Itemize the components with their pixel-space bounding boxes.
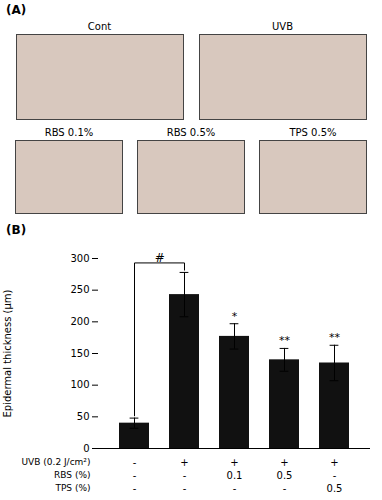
svg-text:-: - <box>133 483 137 494</box>
svg-text:+: + <box>180 457 188 468</box>
svg-text:Epidermal thickness (μm): Epidermal thickness (μm) <box>2 289 13 417</box>
svg-text:-: - <box>133 457 137 468</box>
svg-text:RBS (%): RBS (%) <box>54 470 90 480</box>
svg-text:+: + <box>330 457 338 468</box>
svg-text:150: 150 <box>70 348 89 359</box>
svg-text:-: - <box>333 470 337 481</box>
svg-text:0: 0 <box>83 443 89 454</box>
svg-text:-: - <box>283 483 287 494</box>
svg-text:+: + <box>230 457 238 468</box>
html-text:(A): (A) <box>6 3 27 17</box>
svg-text:0.1: 0.1 <box>227 470 243 481</box>
svg-text:300: 300 <box>70 253 89 264</box>
svg-text:**: ** <box>329 331 341 344</box>
html-text:Cont: Cont <box>87 21 112 32</box>
html-text:UVB: UVB <box>272 21 293 32</box>
svg-text:-: - <box>133 470 137 481</box>
html-text:RBS 0.5%: RBS 0.5% <box>166 127 216 138</box>
svg-text:**: ** <box>279 334 291 347</box>
svg-text:UVB (0.2 J/cm²): UVB (0.2 J/cm²) <box>22 457 91 467</box>
svg-text:250: 250 <box>70 284 89 295</box>
svg-text:-: - <box>183 470 187 481</box>
html-text:TPS 0.5%: TPS 0.5% <box>289 127 337 138</box>
svg-text:0.5: 0.5 <box>327 483 343 494</box>
svg-text:TPS (%): TPS (%) <box>54 483 90 493</box>
svg-text:-: - <box>233 483 237 494</box>
html-text:(B): (B) <box>6 223 27 237</box>
svg-text:50: 50 <box>77 411 90 422</box>
svg-text:200: 200 <box>70 316 89 327</box>
svg-text:#: # <box>155 251 165 265</box>
svg-text:+: + <box>280 457 288 468</box>
svg-text:100: 100 <box>70 379 89 390</box>
svg-text:-: - <box>183 483 187 494</box>
svg-text:*: * <box>232 310 238 323</box>
html-text:RBS 0.1%: RBS 0.1% <box>44 127 94 138</box>
svg-text:0.5: 0.5 <box>277 470 293 481</box>
